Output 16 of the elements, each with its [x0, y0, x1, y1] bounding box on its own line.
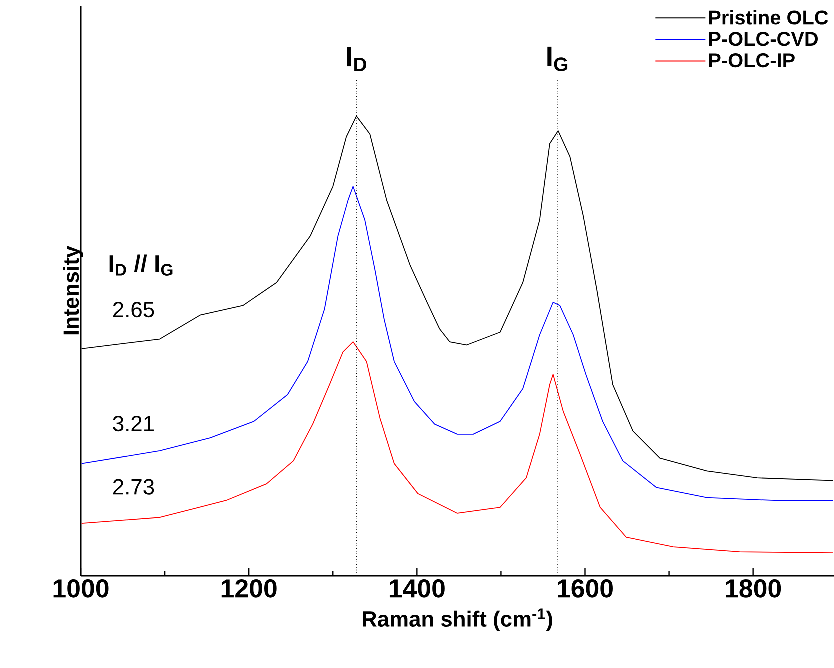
x-tick-label: 1400: [390, 580, 445, 598]
x-tick-label: 1600: [558, 580, 613, 598]
annotation: 2.65: [113, 302, 154, 318]
annotation: I$_{D}$ // I$_{G}$: [110, 254, 173, 276]
x-axis-title: Raman shift (cm$^{-1}$): [363, 608, 552, 632]
x-tick-label: 1000: [54, 580, 109, 598]
x-tick-label: 1200: [222, 580, 277, 598]
legend-label: P-OLC-IP: [709, 53, 795, 68]
annotation: 2.73: [113, 479, 154, 495]
ref-line-label: I$_{G}$: [548, 46, 568, 72]
legend-label: P-OLC-CVD: [709, 32, 818, 46]
legend-label: Pristine OLC: [709, 10, 828, 25]
y-axis-title: Intensity: [63, 246, 84, 335]
ref-line-label: I$_{D}$: [347, 47, 367, 72]
x-tick-label: 1800: [726, 580, 782, 598]
annotation: 3.21: [113, 416, 154, 432]
